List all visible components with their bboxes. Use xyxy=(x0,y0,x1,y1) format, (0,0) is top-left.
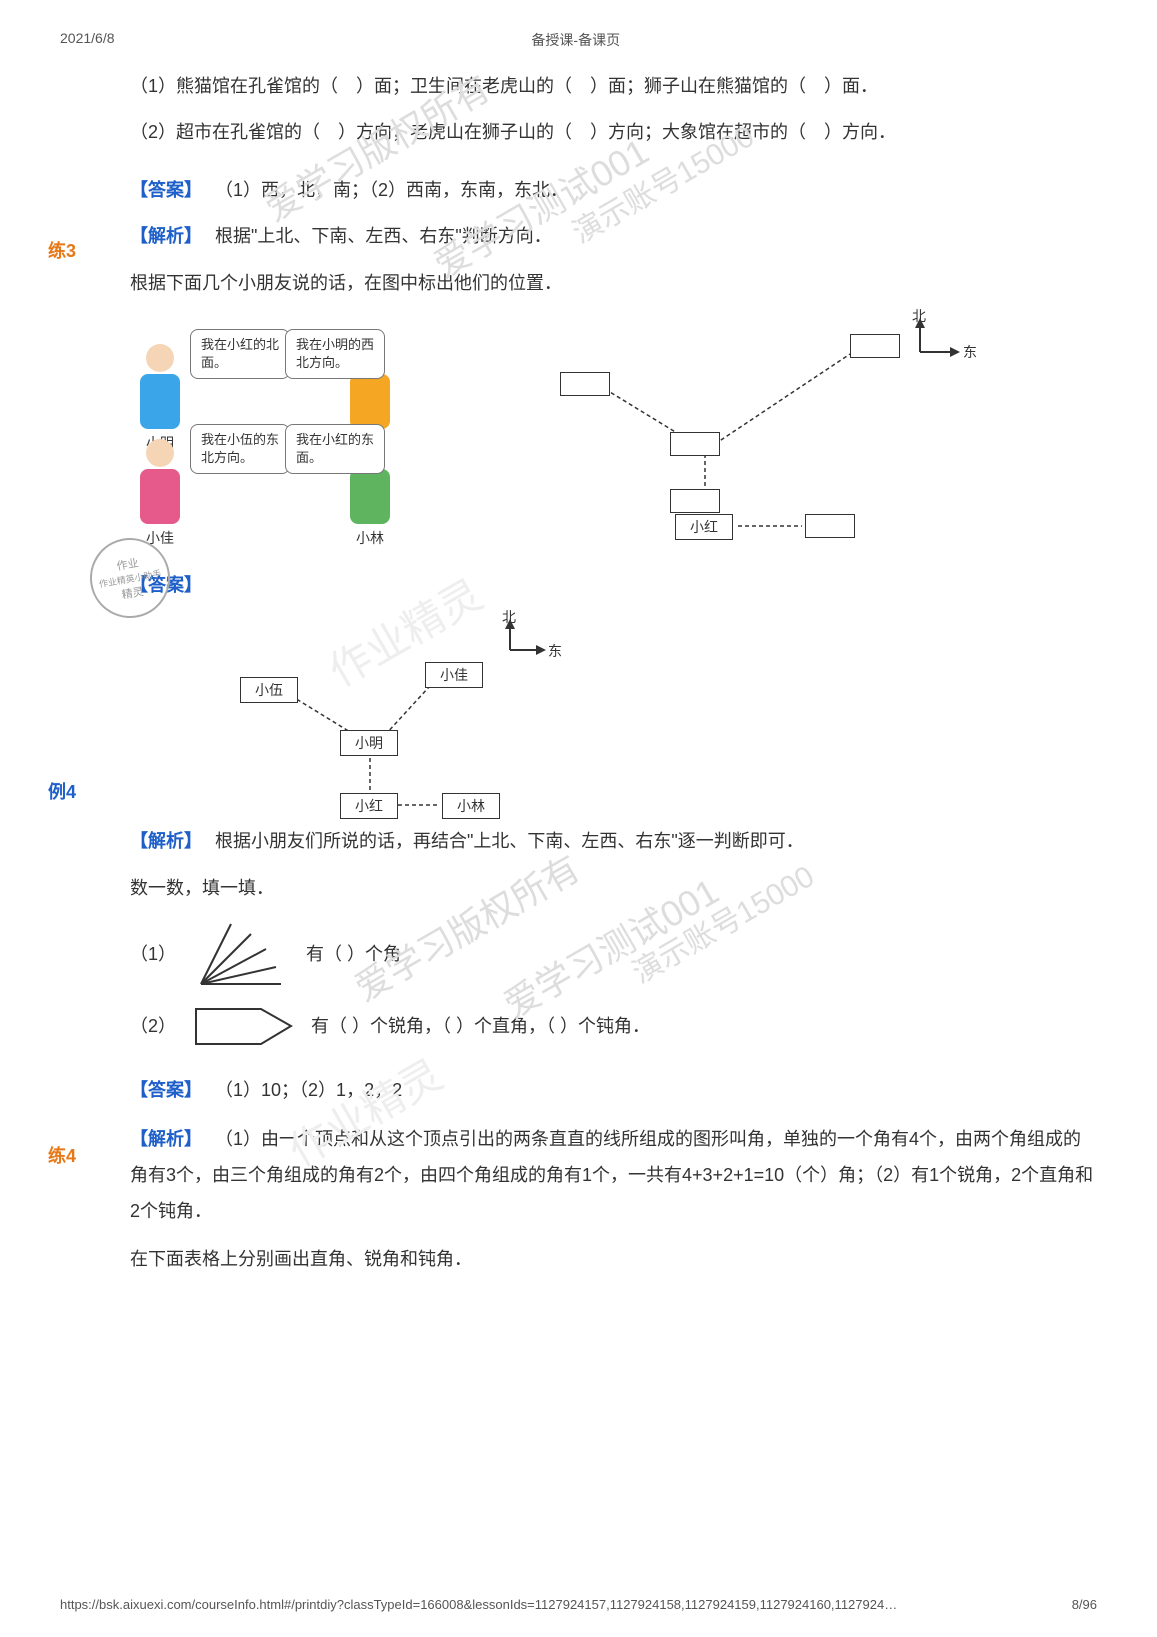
pentagon-icon xyxy=(191,1004,301,1049)
answer4-text: （1）10；（2）1，2，2 xyxy=(215,1080,402,1100)
xiaohong-box: 小红 xyxy=(675,514,733,540)
compass-north: 北 xyxy=(912,306,926,326)
exercise3-label: 练3 xyxy=(48,237,76,263)
character-ming: 小明 xyxy=(140,344,180,453)
page-date: 2021/6/8 xyxy=(60,30,115,50)
compass-north: 北 xyxy=(502,607,516,627)
exercise4-prompt: 在下面表格上分别画出直角、锐角和钝角． xyxy=(130,1243,1097,1275)
exercise3-prompt: 根据下面几个小朋友说的话，在图中标出他们的位置． xyxy=(130,267,1097,299)
stamp-line3: 精灵 xyxy=(120,582,144,602)
analysis-text: 根据"上北、下南、左西、右东"判断方向． xyxy=(215,226,552,246)
compass-east: 东 xyxy=(548,641,562,661)
blank-box xyxy=(850,334,900,358)
footer-page: 8/96 xyxy=(1072,1597,1097,1612)
analysis4-label: 【解析】 xyxy=(130,1121,202,1157)
blank-box xyxy=(670,489,720,513)
character-jia: 小佳 xyxy=(140,439,180,548)
blank-box xyxy=(670,432,720,456)
question-sub1: （1）熊猫馆在孔雀馆的（ ）面；卫生间在老虎山的（ ）面；狮子山在熊猫馆的（ ）… xyxy=(130,70,1097,102)
answer-box-hong: 小红 xyxy=(340,793,398,819)
speech-wu: 我在小明的西北方向。 xyxy=(285,329,385,379)
speech-ming: 我在小红的北面。 xyxy=(190,329,290,379)
sub2-prefix: （2） xyxy=(130,1010,176,1042)
sub2-text: 有（ ）个锐角，（ ）个直角，（ ）个钝角． xyxy=(311,1010,650,1042)
analysis4-text: （1）由一个顶点和从这个顶点引出的两条直直的线所组成的图形叫角，单独的一个角有4… xyxy=(130,1129,1093,1221)
answer-box-ming: 小明 xyxy=(340,730,398,756)
answer-box-wu: 小伍 xyxy=(240,677,298,703)
blank-box xyxy=(560,372,610,396)
footer-url: https://bsk.aixuexi.com/courseInfo.html#… xyxy=(60,1597,897,1612)
speech-lin: 我在小红的东面。 xyxy=(285,424,385,474)
answer3-diagram: 北 东 小伍 小佳 小明 小红 小林 xyxy=(180,615,1097,825)
page-footer: https://bsk.aixuexi.com/courseInfo.html#… xyxy=(60,1597,1097,1612)
example4-prompt: 数一数，填一填． xyxy=(130,872,1097,904)
answer-text: （1）西，北，南；（2）西南，东南，东北． xyxy=(215,180,568,200)
answer-box-jia: 小佳 xyxy=(425,662,483,688)
exercise3-diagram: 小明 我在小红的北面。 小伍 我在小明的西北方向。 小佳 我在小伍的东北方向。 … xyxy=(130,314,1097,554)
analysis3-text: 根据小朋友们所说的话，再结合"上北、下南、左西、右东"逐一判断即可． xyxy=(215,831,804,851)
char-lin-label: 小林 xyxy=(350,528,390,548)
analysis3-label: 【解析】 xyxy=(130,825,202,857)
answer-label: 【答案】 xyxy=(130,174,202,206)
page-header: 2021/6/8 备授课-备课页 xyxy=(60,30,1097,50)
question-sub2: （2）超市在孔雀馆的（ ）方向；老虎山在狮子山的（ ）方向；大象馆在超市的（ ）… xyxy=(130,116,1097,148)
answer4-label: 【答案】 xyxy=(130,1074,202,1106)
answer-box-lin: 小林 xyxy=(442,793,500,819)
analysis-label: 【解析】 xyxy=(130,220,202,252)
page-title: 备授课-备课页 xyxy=(115,30,1038,50)
blank-box xyxy=(805,514,855,538)
speech-jia: 我在小伍的东北方向。 xyxy=(190,424,290,474)
angle-fan-icon xyxy=(191,919,291,989)
compass-east: 东 xyxy=(963,342,977,362)
sub1-prefix: （1） xyxy=(130,938,176,970)
sub1-text: 有（ ）个角 xyxy=(306,938,401,970)
example4-label: 例4 xyxy=(48,778,76,804)
exercise4-label: 练4 xyxy=(48,1142,76,1168)
